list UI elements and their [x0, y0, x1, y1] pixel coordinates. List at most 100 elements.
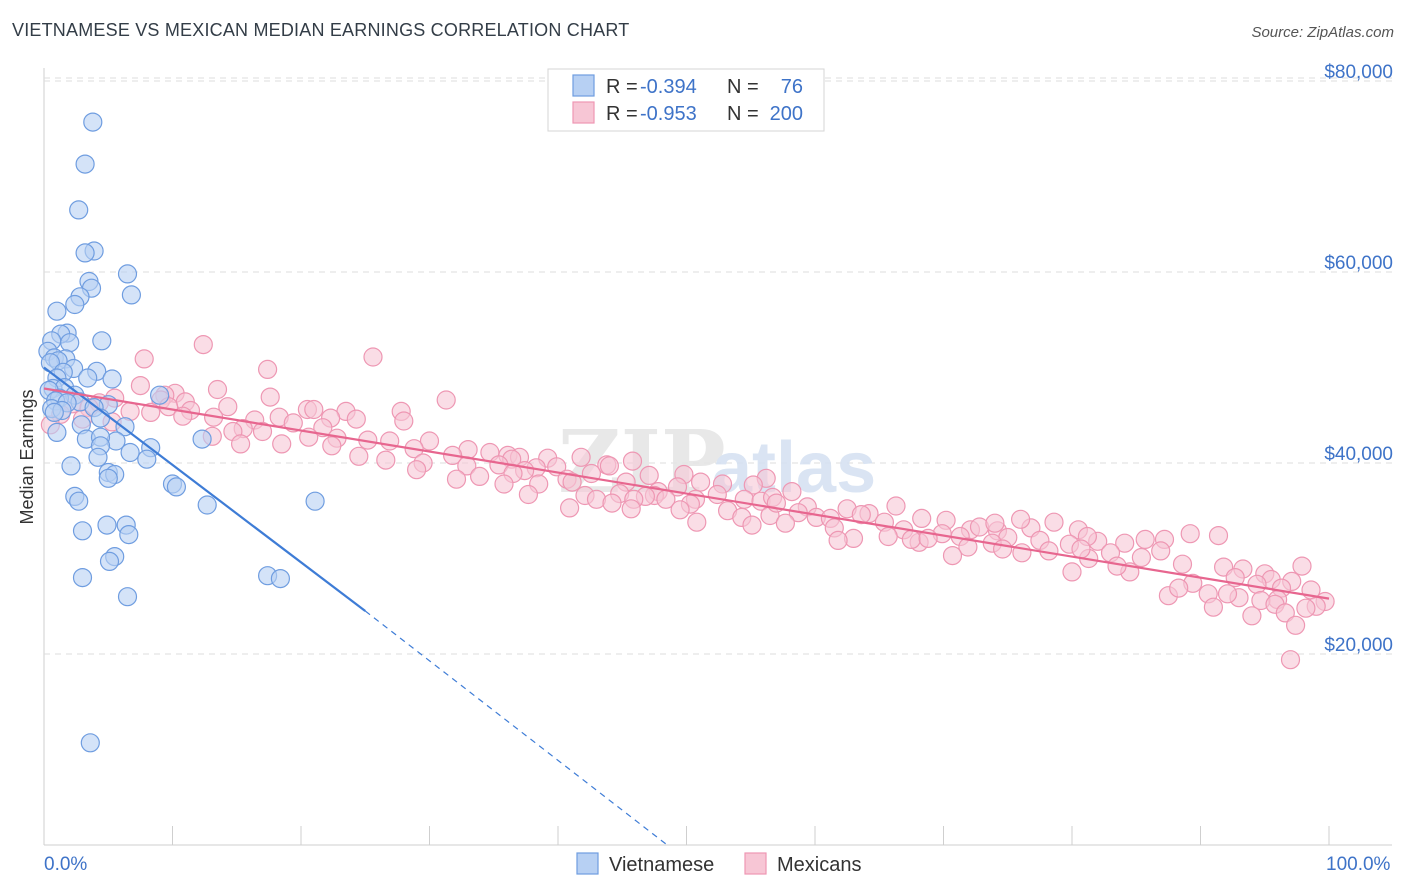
mexicans-point-193 [1071, 539, 1091, 559]
mexicans-point-106 [621, 499, 641, 519]
legend-n-value-mexicans: 200 [770, 103, 803, 125]
y-tick-label-60000: $60,000 [1324, 253, 1393, 274]
mexicans-point-1 [134, 349, 154, 369]
mexicans-point-150 [1208, 525, 1229, 546]
mexicans-point-142 [992, 539, 1013, 559]
mexicans-point-180 [1010, 509, 1031, 529]
vietnamese-point-41 [44, 402, 64, 422]
mexicans-point-66 [407, 460, 427, 480]
vietnamese-points [38, 112, 325, 753]
x-ticks [43, 826, 1330, 845]
mexicans-point-48 [322, 436, 342, 456]
vietnamese-point-5 [117, 264, 138, 284]
vietnamese-point-2 [69, 200, 89, 220]
vietnamese-point-53 [120, 442, 140, 463]
vietnamese-point-10 [65, 294, 85, 315]
mexicans-trend-line [43, 387, 1330, 600]
legend-r-label-mexicans: R = [606, 103, 643, 125]
mexicans-point-36 [283, 413, 303, 433]
mexicans-point-3 [258, 359, 278, 379]
mexicans-point-182 [1062, 562, 1082, 582]
trend-lines [43, 366, 1330, 846]
vietnamese-point-70 [99, 551, 120, 572]
x-tick-label-min: 0.0% [44, 854, 87, 875]
vietnamese-trend-line [43, 366, 366, 612]
vietnamese-point-62 [69, 491, 89, 511]
vietnamese-point-0 [83, 112, 103, 132]
mexicans-point-105 [559, 498, 580, 518]
mexicans-point-40 [252, 421, 273, 442]
mexicans-point-0 [193, 335, 213, 355]
mexicans-point-54 [349, 446, 369, 466]
mexicans-point-151 [1180, 524, 1200, 544]
mexicans-point-153 [1172, 554, 1193, 574]
mexicans-point-189 [1285, 615, 1306, 635]
mexicans-point-194 [1107, 556, 1127, 576]
bottom-legend-swatch-vietnamese [576, 852, 599, 875]
vietnamese-point-42 [90, 408, 111, 428]
mexicans-point-75 [446, 469, 467, 489]
vietnamese-point-45 [47, 422, 67, 442]
mexicans-point-21 [304, 399, 324, 420]
vietnamese-point-73 [270, 568, 290, 589]
y-tick-label-20000: $20,000 [1324, 635, 1393, 656]
mexicans-point-17 [218, 397, 238, 417]
vietnamese-point-1 [75, 154, 95, 174]
vietnamese-point-54 [137, 449, 157, 469]
mexicans-point-71 [622, 451, 643, 471]
mexicans-point-149 [1151, 541, 1171, 561]
mexicans-point-37 [313, 418, 333, 438]
mexicans-point-122 [687, 512, 707, 532]
vietnamese-point-64 [305, 491, 325, 511]
bottom-legend: Vietnamese Mexicans [576, 852, 861, 876]
mexicans-point-185 [901, 529, 922, 550]
legend-r-value-vietnamese: -0.394 [640, 76, 697, 98]
mexicans-point-179 [1203, 597, 1224, 617]
legend-n-label-mexicans: N = [727, 103, 764, 125]
mexicans-point-79 [494, 474, 514, 494]
mexicans-point-45 [380, 431, 400, 451]
mexicans-point-191 [985, 513, 1005, 533]
mexicans-point-76 [639, 465, 659, 485]
mexicans-point-72 [599, 456, 620, 476]
mexicans-point-172 [1169, 578, 1189, 598]
vietnamese-point-74 [117, 587, 138, 607]
bottom-legend-swatch-mexicans [744, 852, 767, 875]
mexicans-point-5 [130, 376, 150, 396]
vietnamese-point-11 [47, 301, 67, 321]
mexicans-point-88 [782, 482, 802, 502]
mexicans-point-144 [1115, 533, 1135, 553]
mexicans-point-9 [436, 390, 456, 410]
vietnamese-point-4 [75, 243, 95, 263]
legend-n-label-vietnamese: N = [727, 76, 764, 98]
mexicans-point-117 [912, 508, 932, 529]
y-tick-label-80000: $80,000 [1324, 62, 1393, 83]
vietnamese-point-32 [150, 385, 170, 405]
mexicans-point-47 [272, 434, 292, 454]
y-tick-label-40000: $40,000 [1324, 444, 1393, 465]
mexicans-point-116 [851, 504, 871, 525]
vietnamese-trend-extension [364, 610, 668, 846]
legend-swatch-mexicans [572, 101, 595, 124]
mexicans-point-177 [1275, 603, 1295, 623]
mexicans-point-113 [886, 496, 906, 516]
mexicans-point-163 [1247, 574, 1267, 594]
mexicans-point-176 [1296, 598, 1316, 618]
mexicans-point-157 [1292, 556, 1312, 576]
mexicans-point-93 [518, 484, 539, 505]
mexicans-point-186 [942, 545, 963, 566]
mexicans-point-2 [363, 347, 383, 367]
mexicans-point-97 [734, 489, 754, 509]
mexicans-point-123 [742, 515, 762, 535]
mexicans-point-46 [231, 434, 251, 454]
chart-source: Source: ZipAtlas.com [1251, 24, 1394, 41]
mexicans-point-120 [775, 513, 796, 533]
mexicans-points [40, 335, 1335, 670]
mexicans-point-140 [878, 526, 898, 547]
mexicans-point-152 [1131, 547, 1152, 568]
chart-title: VIETNAMESE VS MEXICAN MEDIAN EARNINGS CO… [12, 20, 630, 40]
mexicans-point-8 [260, 387, 280, 407]
mexicans-point-190 [1280, 650, 1301, 670]
y-axis-label: Median Earnings [17, 389, 37, 524]
